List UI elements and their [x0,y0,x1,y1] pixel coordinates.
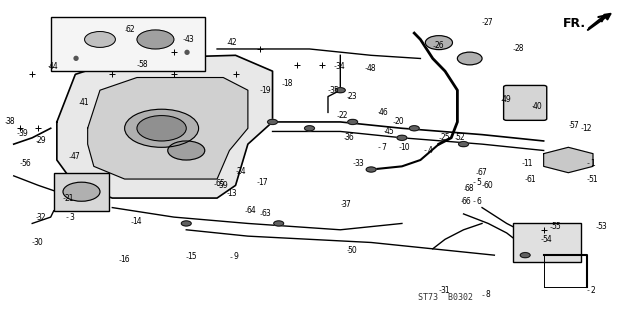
Text: 58: 58 [138,60,148,69]
Text: 32: 32 [37,212,46,222]
Text: 13: 13 [228,189,237,198]
Bar [51,17,205,71]
Text: 22: 22 [339,111,348,120]
Text: 16: 16 [120,255,129,264]
Text: 9: 9 [233,252,238,261]
Circle shape [409,126,419,131]
Text: 41: 41 [80,99,89,108]
Text: 4: 4 [427,146,432,155]
Text: 11: 11 [524,159,533,168]
Text: 56: 56 [21,159,31,168]
Circle shape [348,119,358,124]
Text: 29: 29 [37,136,46,146]
Polygon shape [88,77,248,179]
Text: 8: 8 [486,290,491,299]
Text: 31: 31 [440,285,450,295]
Text: 60: 60 [483,181,493,190]
Text: ●: ● [72,55,79,61]
Text: 50: 50 [348,246,358,255]
Circle shape [425,36,452,50]
Text: 44: 44 [49,62,59,71]
Text: 27: 27 [483,18,493,27]
Text: 3: 3 [70,212,75,222]
Text: 25: 25 [440,133,450,142]
Text: 54: 54 [542,235,552,244]
Text: 46: 46 [379,108,388,117]
Polygon shape [543,147,593,173]
Circle shape [85,32,115,47]
Circle shape [267,119,277,124]
Polygon shape [57,55,272,198]
Text: 51: 51 [588,174,598,184]
Circle shape [168,141,205,160]
Text: 28: 28 [514,44,524,53]
Text: 42: 42 [228,38,237,47]
Text: ST73  B0302: ST73 B0302 [418,293,472,302]
Text: 38: 38 [6,117,15,126]
Circle shape [137,30,174,49]
Text: 62: 62 [126,25,136,35]
Circle shape [124,109,199,147]
Circle shape [305,126,314,131]
Text: 30: 30 [33,238,43,247]
Text: 1: 1 [591,159,595,168]
Circle shape [335,88,345,93]
Text: 35: 35 [329,86,339,95]
Bar [513,223,581,261]
Text: 17: 17 [259,178,268,187]
Text: 63: 63 [261,209,271,219]
Circle shape [520,252,530,258]
Text: 36: 36 [345,133,355,142]
Text: 7: 7 [381,143,386,152]
Text: 12: 12 [582,124,592,133]
Text: 19: 19 [262,86,271,95]
Text: 49: 49 [502,95,511,104]
Circle shape [397,135,407,140]
Text: 43: 43 [184,35,194,44]
Text: 57: 57 [569,121,579,130]
Bar [54,173,109,211]
Circle shape [137,116,186,141]
Text: 45: 45 [385,127,394,136]
Text: 52: 52 [456,133,465,142]
Text: 48: 48 [366,63,376,73]
Text: 33: 33 [354,159,364,168]
Text: 21: 21 [64,194,74,203]
Text: 14: 14 [132,217,142,226]
Text: 55: 55 [551,222,561,231]
Text: 2: 2 [591,285,595,295]
Text: 47: 47 [71,152,80,161]
FancyBboxPatch shape [504,85,547,120]
Text: 34: 34 [335,62,345,71]
Text: 15: 15 [188,252,197,261]
Text: 59: 59 [219,181,228,190]
Circle shape [366,167,376,172]
Text: 67: 67 [477,168,487,177]
Text: 37: 37 [342,200,352,209]
Text: 68: 68 [465,184,475,193]
Text: 10: 10 [400,143,410,152]
Text: 26: 26 [434,41,444,50]
Text: 65: 65 [215,179,225,188]
Circle shape [459,142,469,147]
Text: 40: 40 [532,101,542,111]
Text: FR.: FR. [563,17,586,30]
Text: 24: 24 [237,167,246,176]
Text: 64: 64 [246,206,256,215]
Text: ●: ● [183,49,189,55]
Text: 18: 18 [283,79,293,88]
Circle shape [274,221,284,226]
Text: 66: 66 [462,197,472,206]
Text: 5: 5 [477,178,482,187]
Text: 61: 61 [527,174,536,184]
Text: 39: 39 [18,129,28,138]
Text: 6: 6 [477,197,482,206]
Circle shape [63,182,100,201]
Text: 20: 20 [394,117,404,126]
Circle shape [457,52,482,65]
Text: 23: 23 [348,92,357,101]
Circle shape [181,221,191,226]
Text: 53: 53 [597,222,607,231]
